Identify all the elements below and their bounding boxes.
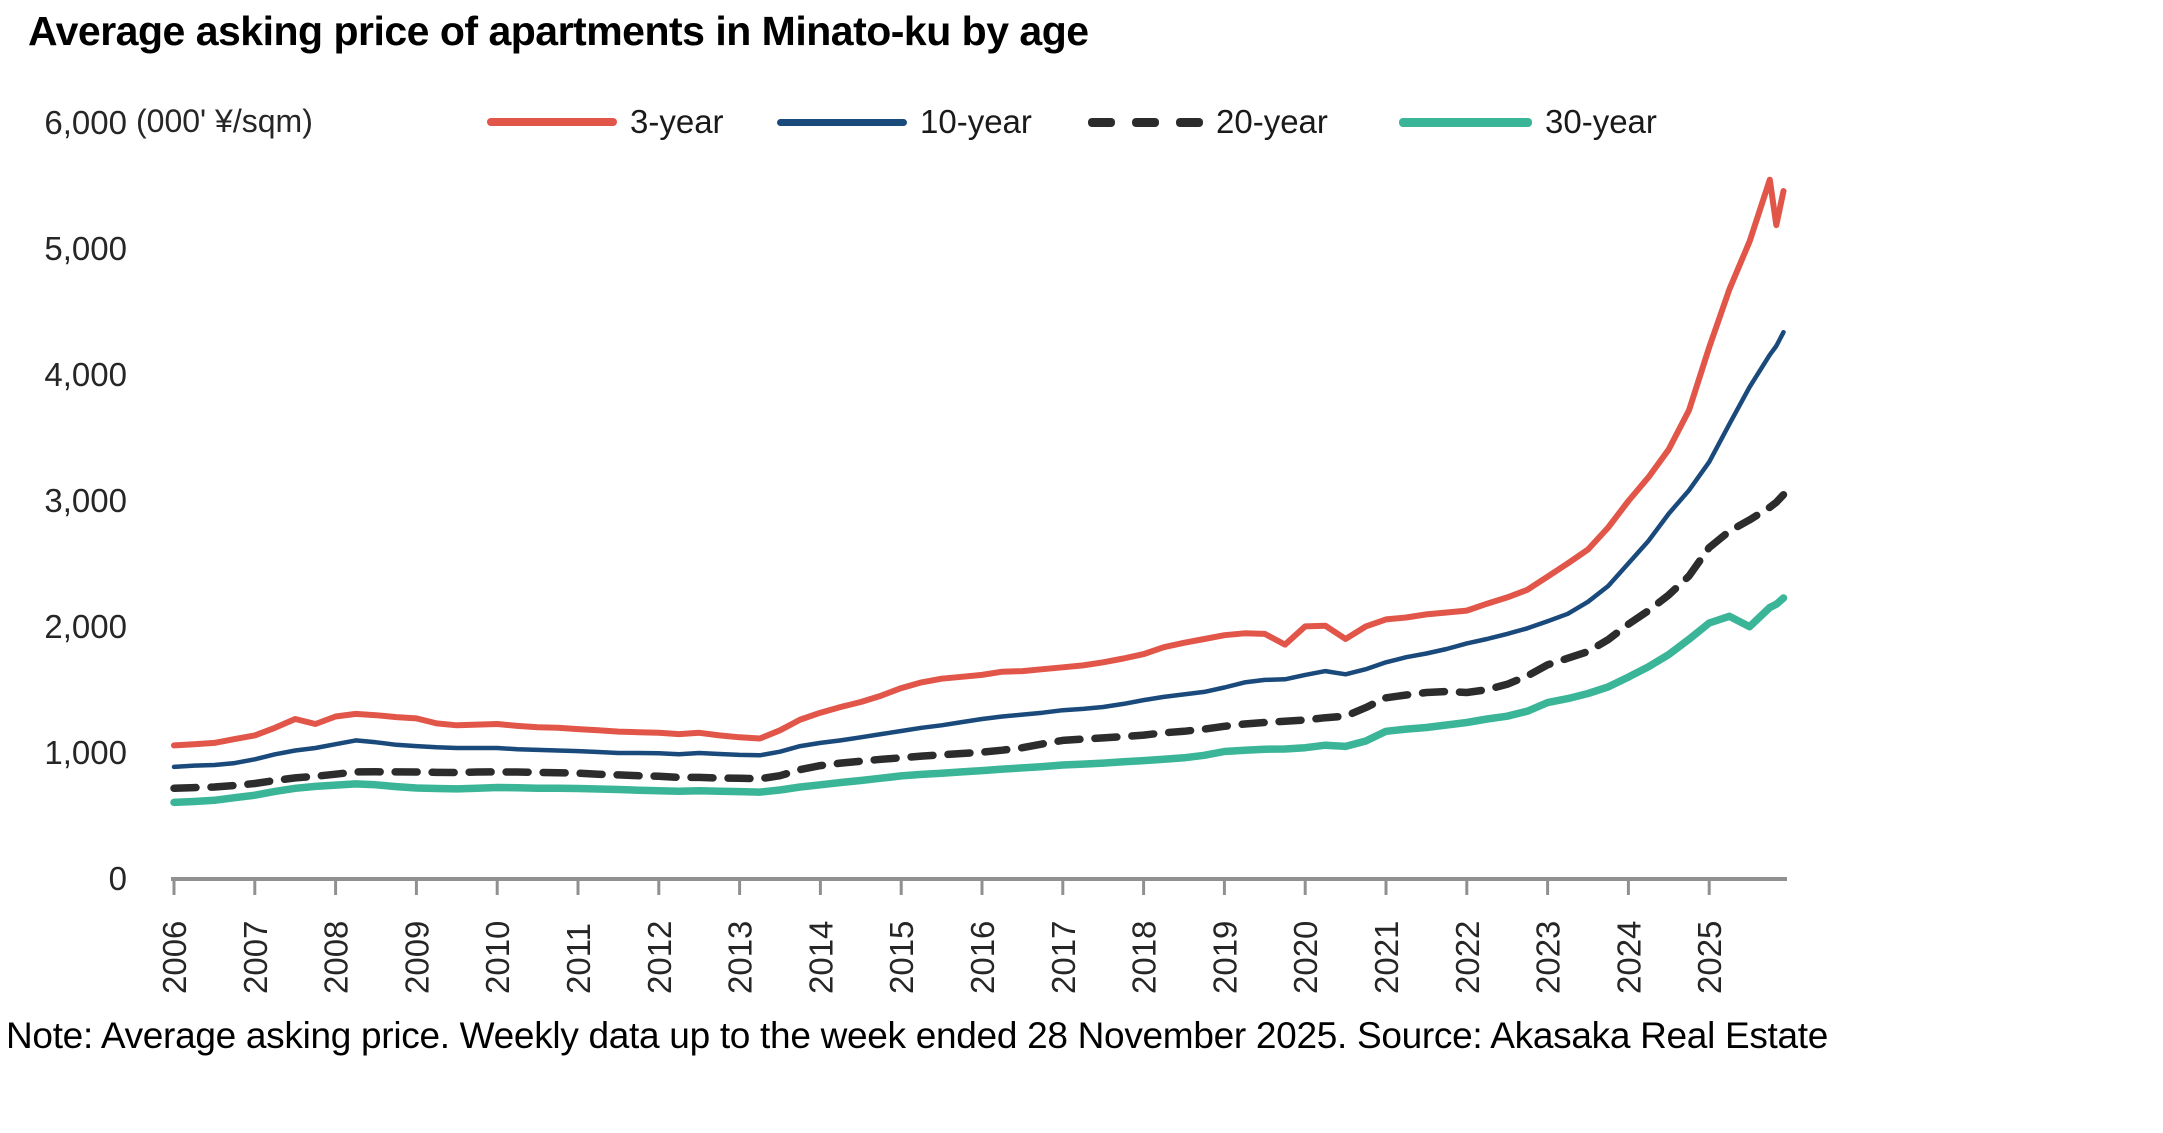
svg-text:2023: 2023 xyxy=(1530,921,1567,994)
svg-text:2017: 2017 xyxy=(1045,921,1082,994)
svg-text:2012: 2012 xyxy=(641,921,678,994)
svg-text:2009: 2009 xyxy=(398,921,435,994)
legend-label-3-year: 3-year xyxy=(630,103,724,140)
svg-text:2020: 2020 xyxy=(1287,921,1324,994)
svg-text:2015: 2015 xyxy=(883,921,920,994)
svg-text:2007: 2007 xyxy=(237,921,274,994)
svg-text:0: 0 xyxy=(109,860,127,897)
svg-text:2011: 2011 xyxy=(560,923,597,994)
legend-swatch-30-year xyxy=(1399,117,1532,127)
svg-text:5,000: 5,000 xyxy=(44,230,127,267)
svg-text:3,000: 3,000 xyxy=(44,482,127,519)
chart-title: Average asking price of apartments in Mi… xyxy=(28,8,1089,54)
source-note: Note: Average asking price. Weekly data … xyxy=(6,1015,1829,1056)
svg-text:2008: 2008 xyxy=(318,921,355,994)
legend-item-20-year: 20-year xyxy=(1088,103,1328,141)
svg-text:2019: 2019 xyxy=(1206,921,1243,994)
svg-text:1,000: 1,000 xyxy=(44,734,127,771)
svg-text:4,000: 4,000 xyxy=(44,356,127,393)
y-axis-unit-label: (000' ¥/sqm) xyxy=(136,103,313,139)
svg-text:2025: 2025 xyxy=(1691,921,1728,994)
legend: 3-year 10-year 20-year 30-year xyxy=(0,0,2163,150)
svg-text:2010: 2010 xyxy=(479,921,516,994)
svg-text:2006: 2006 xyxy=(156,921,193,994)
svg-text:2016: 2016 xyxy=(964,921,1001,994)
svg-text:2021: 2021 xyxy=(1368,921,1405,994)
price-line-chart: 2006 2007 2008 2009 2010 2011 2012 2013 2014 2015… xyxy=(44,104,1788,994)
legend-swatch-20-year xyxy=(1088,117,1203,127)
svg-text:2,000: 2,000 xyxy=(44,608,127,645)
legend-label-20-year: 20-year xyxy=(1216,103,1328,140)
svg-text:2024: 2024 xyxy=(1610,921,1647,994)
legend-swatch-3-year xyxy=(487,118,617,126)
legend-swatch-10-year xyxy=(777,118,907,126)
legend-label-10-year: 10-year xyxy=(920,103,1032,140)
svg-text:2013: 2013 xyxy=(722,921,759,994)
legend-item-10-year: 10-year xyxy=(777,103,1032,141)
svg-text:2014: 2014 xyxy=(802,921,839,994)
svg-text:2018: 2018 xyxy=(1126,921,1163,994)
svg-text:2022: 2022 xyxy=(1449,921,1486,994)
legend-item-3-year: 3-year xyxy=(487,103,724,141)
legend-item-30-year: 30-year xyxy=(1399,103,1657,141)
svg-text:6,000: 6,000 xyxy=(44,104,127,141)
legend-label-30-year: 30-year xyxy=(1545,103,1657,140)
